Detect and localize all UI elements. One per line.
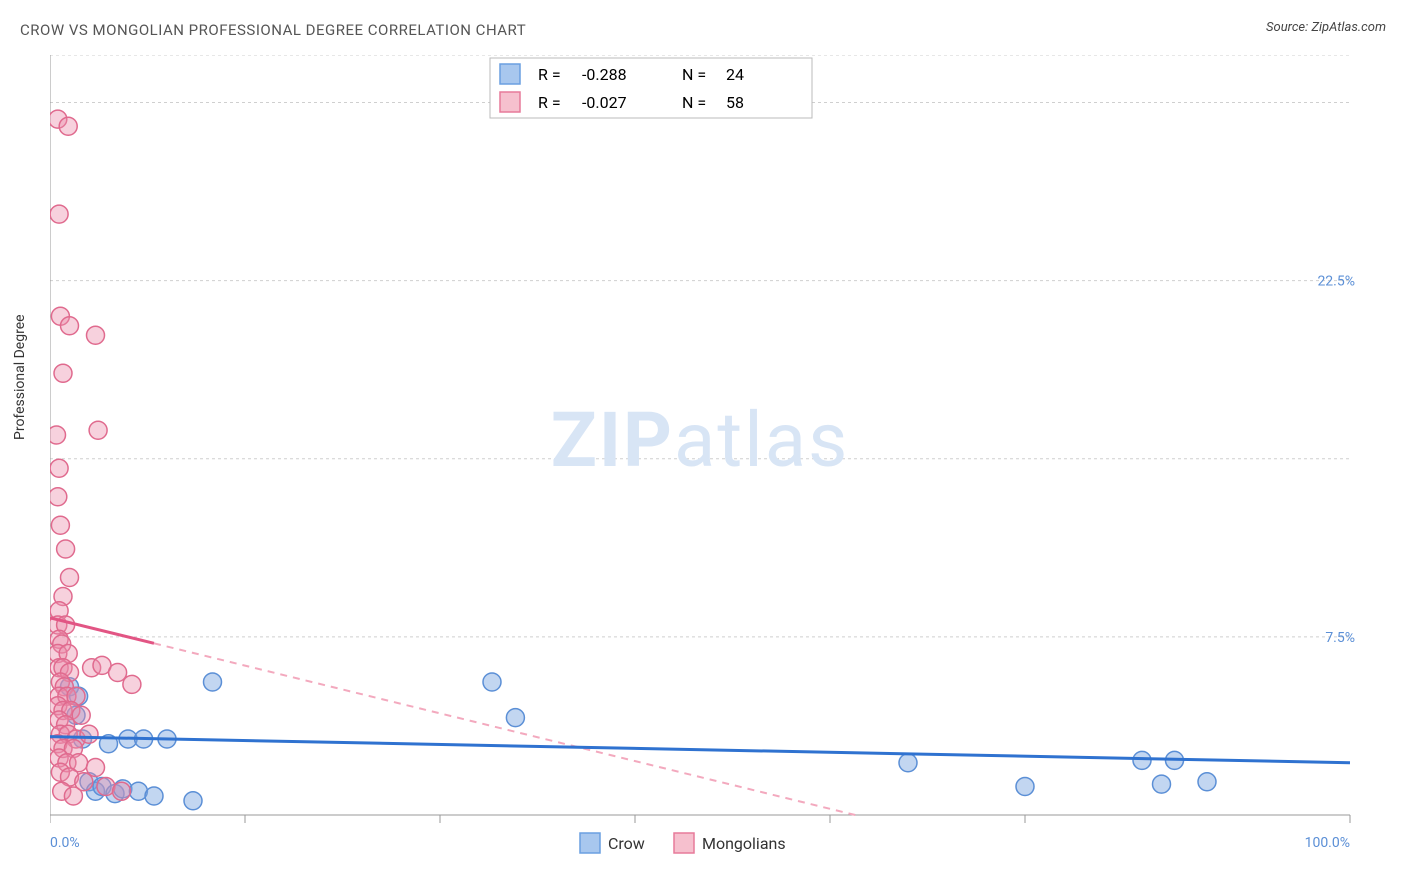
y-axis-label: Professional Degree <box>12 314 28 440</box>
legend-swatch <box>674 833 694 853</box>
legend-r-label: R = <box>538 65 561 84</box>
trendline-mongolians-extrapolated <box>154 643 855 815</box>
data-point <box>57 540 75 558</box>
y-tick-label: 22.5% <box>1317 274 1355 290</box>
legend-swatch <box>580 833 600 853</box>
data-point <box>80 725 98 743</box>
data-point <box>1198 773 1216 791</box>
x-tick-label: 100.0% <box>1305 835 1350 851</box>
legend-n-value: 58 <box>726 93 744 112</box>
watermark: ZIPatlas <box>551 395 850 485</box>
y-tick-label: 7.5% <box>1325 630 1355 646</box>
legend-swatch <box>500 92 520 112</box>
data-point <box>145 787 163 805</box>
data-point <box>109 664 127 682</box>
legend-r-value: -0.027 <box>582 93 627 112</box>
legend-n-label: N = <box>682 93 706 112</box>
legend-n-value: 24 <box>726 65 744 84</box>
data-point <box>89 421 107 439</box>
source-prefix: Source: <box>1266 20 1311 35</box>
data-point <box>51 516 69 534</box>
data-point <box>61 569 79 587</box>
legend-swatch <box>500 64 520 84</box>
chart-area: 7.5%22.5%ZIPatlas0.0%100.0%R =-0.288N =2… <box>50 55 1360 835</box>
data-point <box>61 317 79 335</box>
data-point <box>54 364 72 382</box>
data-point <box>204 673 222 691</box>
data-point <box>113 782 131 800</box>
data-point <box>50 205 68 223</box>
data-point <box>87 326 105 344</box>
data-point <box>50 459 68 477</box>
data-point <box>1016 778 1034 796</box>
source-name: ZipAtlas.com <box>1311 20 1386 35</box>
data-point <box>72 706 90 724</box>
page-title: CROW VS MONGOLIAN PROFESSIONAL DEGREE CO… <box>20 21 526 39</box>
legend-series-label: Mongolians <box>702 834 786 853</box>
data-point <box>1153 775 1171 793</box>
trendline-crow <box>50 737 1350 763</box>
legend-n-label: N = <box>682 65 706 84</box>
data-point <box>483 673 501 691</box>
data-point <box>899 754 917 772</box>
correlation-scatter-chart: 7.5% 22.5% ZIPatlas 0.0% 100.0% R = -0.288 N = 2… <box>50 55 1360 865</box>
source-attribution: Source: ZipAtlas.com <box>1266 20 1386 35</box>
x-tick-label: 0.0% <box>50 835 80 851</box>
data-point <box>1133 751 1151 769</box>
data-point <box>50 426 66 444</box>
legend-series-label: Crow <box>608 834 645 853</box>
data-point <box>123 675 141 693</box>
data-point <box>59 117 77 135</box>
data-point <box>184 792 202 810</box>
data-point <box>506 709 524 727</box>
data-point <box>50 488 67 506</box>
legend-r-label: R = <box>538 93 561 112</box>
data-point <box>64 787 82 805</box>
legend-r-value: -0.288 <box>582 65 627 84</box>
